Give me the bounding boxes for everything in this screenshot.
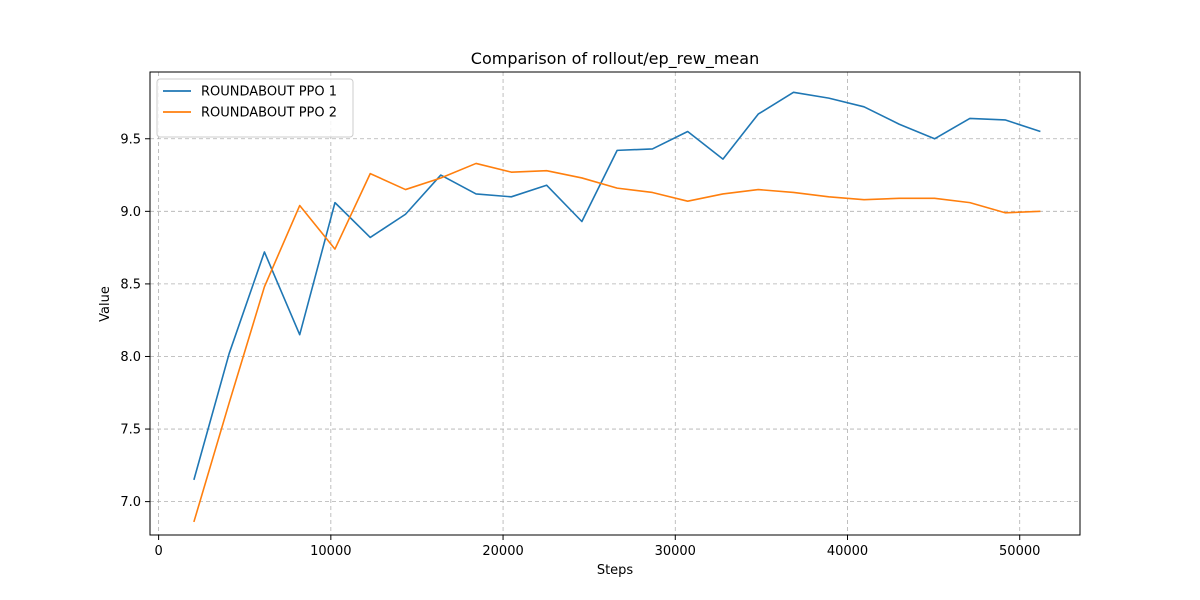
x-axis-label: Steps [597, 563, 634, 578]
series-line-2 [193, 162, 1041, 523]
chart-title: Comparison of rollout/ep_rew_mean [471, 49, 759, 69]
x-tick-label: 30000 [655, 544, 696, 559]
x-tick-label: 0 [154, 544, 162, 559]
y-tick-label: 7.5 [120, 423, 141, 438]
y-tick-label: 8.5 [120, 277, 141, 292]
legend: ROUNDABOUT PPO 1 ROUNDABOUT PPO 2 [156, 78, 354, 138]
y-tick-label: 8.0 [120, 350, 141, 365]
plot-frame [149, 71, 1081, 536]
y-tick-label: 9.0 [120, 205, 141, 220]
x-tick-label: 20000 [482, 544, 523, 559]
legend-label: ROUNDABOUT PPO 2 [201, 106, 337, 121]
legend-box [156, 78, 354, 138]
series-line-1 [193, 91, 1041, 481]
series-lines [193, 91, 1041, 523]
y-axis-label: Value [98, 286, 113, 322]
y-tick-label: 7.0 [120, 495, 141, 510]
legend-label: ROUNDABOUT PPO 1 [201, 85, 337, 100]
y-tick-label: 9.5 [120, 132, 141, 147]
x-tick-label: 10000 [310, 544, 351, 559]
axis-ticks: 0 10000 20000 30000 40000 50000 7.0 7.5 8.0 8.5 9.… [120, 132, 1040, 559]
x-tick-label: 40000 [827, 544, 868, 559]
x-tick-label: 50000 [999, 544, 1040, 559]
